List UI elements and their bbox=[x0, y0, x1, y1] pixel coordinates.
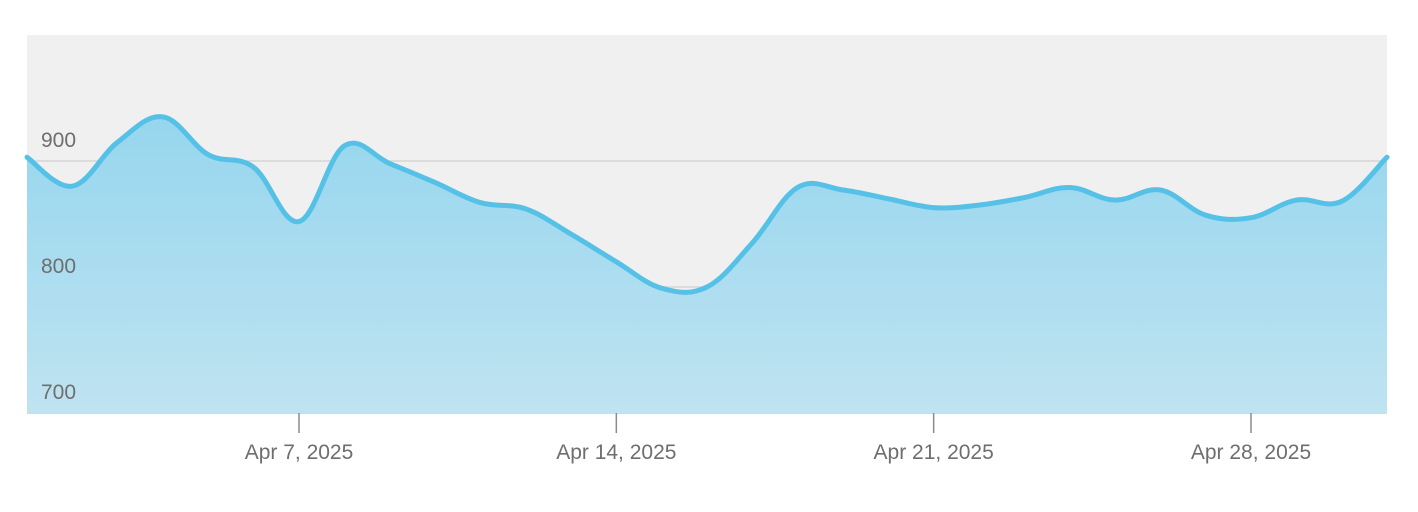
x-tick-label: Apr 7, 2025 bbox=[245, 441, 354, 464]
series-area bbox=[27, 116, 1387, 413]
x-tick-label: Apr 14, 2025 bbox=[556, 441, 676, 464]
y-tick-label: 900 bbox=[41, 129, 76, 152]
y-tick-label: 700 bbox=[41, 381, 76, 404]
x-tick-label: Apr 21, 2025 bbox=[874, 441, 994, 464]
x-tick-label: Apr 28, 2025 bbox=[1191, 441, 1311, 464]
y-axis: 700 800 900 bbox=[41, 129, 76, 404]
series-line bbox=[24, 114, 1390, 295]
y-tick-label: 800 bbox=[41, 255, 76, 278]
x-axis: Apr 7, 2025 Apr 14, 2025 Apr 21, 2025 Apr 2… bbox=[245, 413, 1311, 464]
